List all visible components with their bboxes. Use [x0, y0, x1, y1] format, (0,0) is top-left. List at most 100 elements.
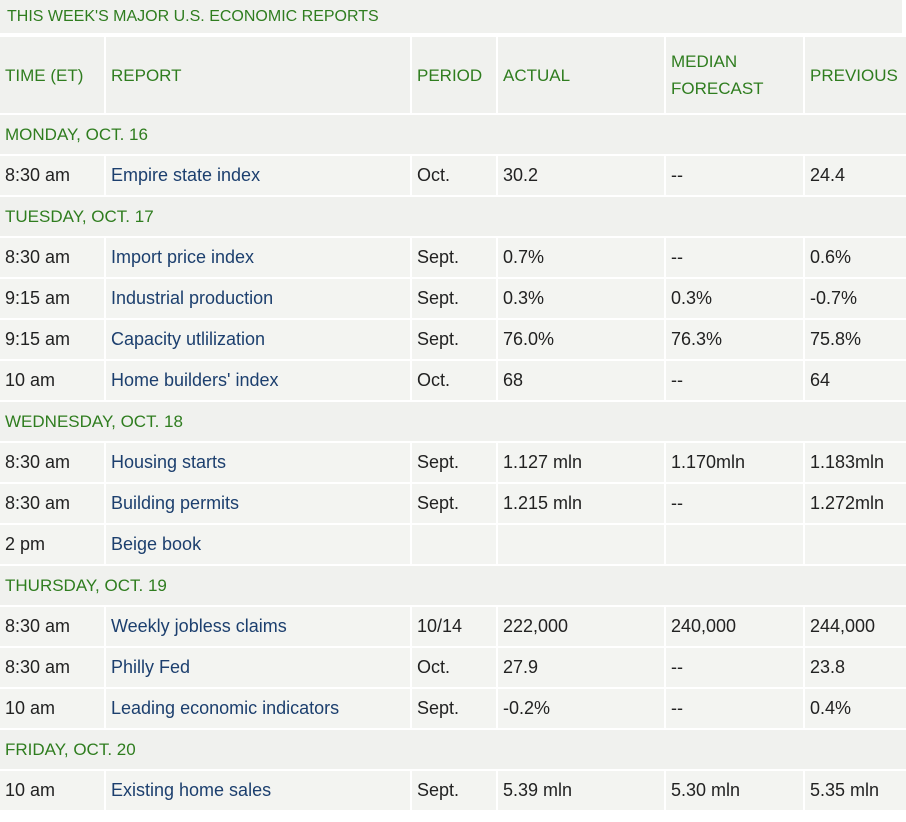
- cell-time: 8:30 am: [0, 648, 104, 687]
- cell-report[interactable]: Beige book: [106, 525, 410, 564]
- cell-time: 8:30 am: [0, 443, 104, 482]
- day-label: WEDNESDAY, OCT. 18: [0, 402, 906, 441]
- cell-actual: 1.127 mln: [498, 443, 664, 482]
- cell-report[interactable]: Philly Fed: [106, 648, 410, 687]
- day-header-row: WEDNESDAY, OCT. 18: [0, 402, 906, 441]
- cell-forecast: --: [666, 648, 803, 687]
- cell-time: 10 am: [0, 689, 104, 728]
- cell-forecast: --: [666, 156, 803, 195]
- day-label: MONDAY, OCT. 16: [0, 115, 906, 154]
- header-report: REPORT: [106, 37, 410, 113]
- header-actual: ACTUAL: [498, 37, 664, 113]
- day-header-row: TUESDAY, OCT. 17: [0, 197, 906, 236]
- table-row: 8:30 am Import price index Sept. 0.7% -- 0.6%: [0, 238, 906, 277]
- header-time: TIME (ET): [0, 37, 104, 113]
- cell-report[interactable]: Capacity utlilization: [106, 320, 410, 359]
- day-label: THURSDAY, OCT. 19: [0, 566, 906, 605]
- cell-period: Sept.: [412, 279, 496, 318]
- cell-previous: 0.6%: [805, 238, 906, 277]
- day-header-row: MONDAY, OCT. 16: [0, 115, 906, 154]
- cell-forecast: 1.170mln: [666, 443, 803, 482]
- cell-period: Oct.: [412, 156, 496, 195]
- cell-actual: [498, 525, 664, 564]
- header-period: PERIOD: [412, 37, 496, 113]
- day-label: FRIDAY, OCT. 20: [0, 730, 906, 769]
- cell-forecast: --: [666, 361, 803, 400]
- cell-time: 8:30 am: [0, 484, 104, 523]
- cell-report[interactable]: Housing starts: [106, 443, 410, 482]
- cell-previous: 64: [805, 361, 906, 400]
- cell-period: Sept.: [412, 689, 496, 728]
- table-row: 8:30 am Building permits Sept. 1.215 mln -- 1…: [0, 484, 906, 523]
- cell-actual: 30.2: [498, 156, 664, 195]
- day-header-row: FRIDAY, OCT. 20: [0, 730, 906, 769]
- cell-actual: 0.7%: [498, 238, 664, 277]
- table-row: 9:15 am Industrial production Sept. 0.3% 0.3…: [0, 279, 906, 318]
- cell-time: 8:30 am: [0, 156, 104, 195]
- cell-time: 8:30 am: [0, 607, 104, 646]
- cell-actual: 68: [498, 361, 664, 400]
- cell-actual: 1.215 mln: [498, 484, 664, 523]
- header-row: TIME (ET) REPORT PERIOD ACTUAL MEDIAN FOR…: [0, 37, 906, 113]
- table-row: 8:30 am Philly Fed Oct. 27.9 -- 23.8: [0, 648, 906, 687]
- table-row: 8:30 am Empire state index Oct. 30.2 -- 24.4: [0, 156, 906, 195]
- table-row: 10 am Home builders' index Oct. 68 -- 64: [0, 361, 906, 400]
- header-median-forecast: MEDIAN FORECAST: [666, 37, 803, 113]
- cell-previous: -0.7%: [805, 279, 906, 318]
- cell-forecast: --: [666, 238, 803, 277]
- cell-previous: 1.272mln: [805, 484, 906, 523]
- cell-period: 10/14: [412, 607, 496, 646]
- table-row: 2 pm Beige book: [0, 525, 906, 564]
- cell-actual: -0.2%: [498, 689, 664, 728]
- cell-actual: 5.39 mln: [498, 771, 664, 810]
- cell-forecast: 76.3%: [666, 320, 803, 359]
- cell-period: Sept.: [412, 484, 496, 523]
- cell-forecast: 5.30 mln: [666, 771, 803, 810]
- cell-report[interactable]: Existing home sales: [106, 771, 410, 810]
- cell-previous: 0.4%: [805, 689, 906, 728]
- economic-reports-table: TIME (ET) REPORT PERIOD ACTUAL MEDIAN FOR…: [0, 35, 906, 812]
- cell-previous: 75.8%: [805, 320, 906, 359]
- table-body: MONDAY, OCT. 16 8:30 am Empire state index…: [0, 115, 906, 810]
- cell-forecast: 0.3%: [666, 279, 803, 318]
- table-row: 8:30 am Housing starts Sept. 1.127 mln 1.170…: [0, 443, 906, 482]
- cell-previous: 5.35 mln: [805, 771, 906, 810]
- cell-actual: 222,000: [498, 607, 664, 646]
- cell-period: Sept.: [412, 320, 496, 359]
- cell-period: Sept.: [412, 238, 496, 277]
- cell-forecast: --: [666, 484, 803, 523]
- table-row: 9:15 am Capacity utlilization Sept. 76.0% 76…: [0, 320, 906, 359]
- cell-time: 10 am: [0, 771, 104, 810]
- cell-forecast: --: [666, 689, 803, 728]
- table-row: 10 am Leading economic indicators Sept. -0.…: [0, 689, 906, 728]
- cell-previous: 23.8: [805, 648, 906, 687]
- cell-period: Sept.: [412, 771, 496, 810]
- header-median-line1: MEDIAN: [671, 52, 738, 71]
- cell-actual: 27.9: [498, 648, 664, 687]
- cell-previous: 1.183mln: [805, 443, 906, 482]
- cell-report[interactable]: Import price index: [106, 238, 410, 277]
- cell-period: Oct.: [412, 361, 496, 400]
- cell-report[interactable]: Leading economic indicators: [106, 689, 410, 728]
- cell-previous: 24.4: [805, 156, 906, 195]
- cell-actual: 76.0%: [498, 320, 664, 359]
- cell-forecast: [666, 525, 803, 564]
- header-median-line2: FORECAST: [671, 79, 764, 98]
- cell-previous: [805, 525, 906, 564]
- cell-forecast: 240,000: [666, 607, 803, 646]
- cell-actual: 0.3%: [498, 279, 664, 318]
- day-header-row: THURSDAY, OCT. 19: [0, 566, 906, 605]
- cell-time: 2 pm: [0, 525, 104, 564]
- cell-report[interactable]: Industrial production: [106, 279, 410, 318]
- cell-previous: 244,000: [805, 607, 906, 646]
- cell-report[interactable]: Weekly jobless claims: [106, 607, 410, 646]
- cell-period: [412, 525, 496, 564]
- cell-time: 8:30 am: [0, 238, 104, 277]
- cell-period: Sept.: [412, 443, 496, 482]
- cell-time: 9:15 am: [0, 320, 104, 359]
- cell-report[interactable]: Building permits: [106, 484, 410, 523]
- table-row: 8:30 am Weekly jobless claims 10/14 222,000…: [0, 607, 906, 646]
- table-row: 10 am Existing home sales Sept. 5.39 mln 5.3…: [0, 771, 906, 810]
- cell-report[interactable]: Empire state index: [106, 156, 410, 195]
- cell-report[interactable]: Home builders' index: [106, 361, 410, 400]
